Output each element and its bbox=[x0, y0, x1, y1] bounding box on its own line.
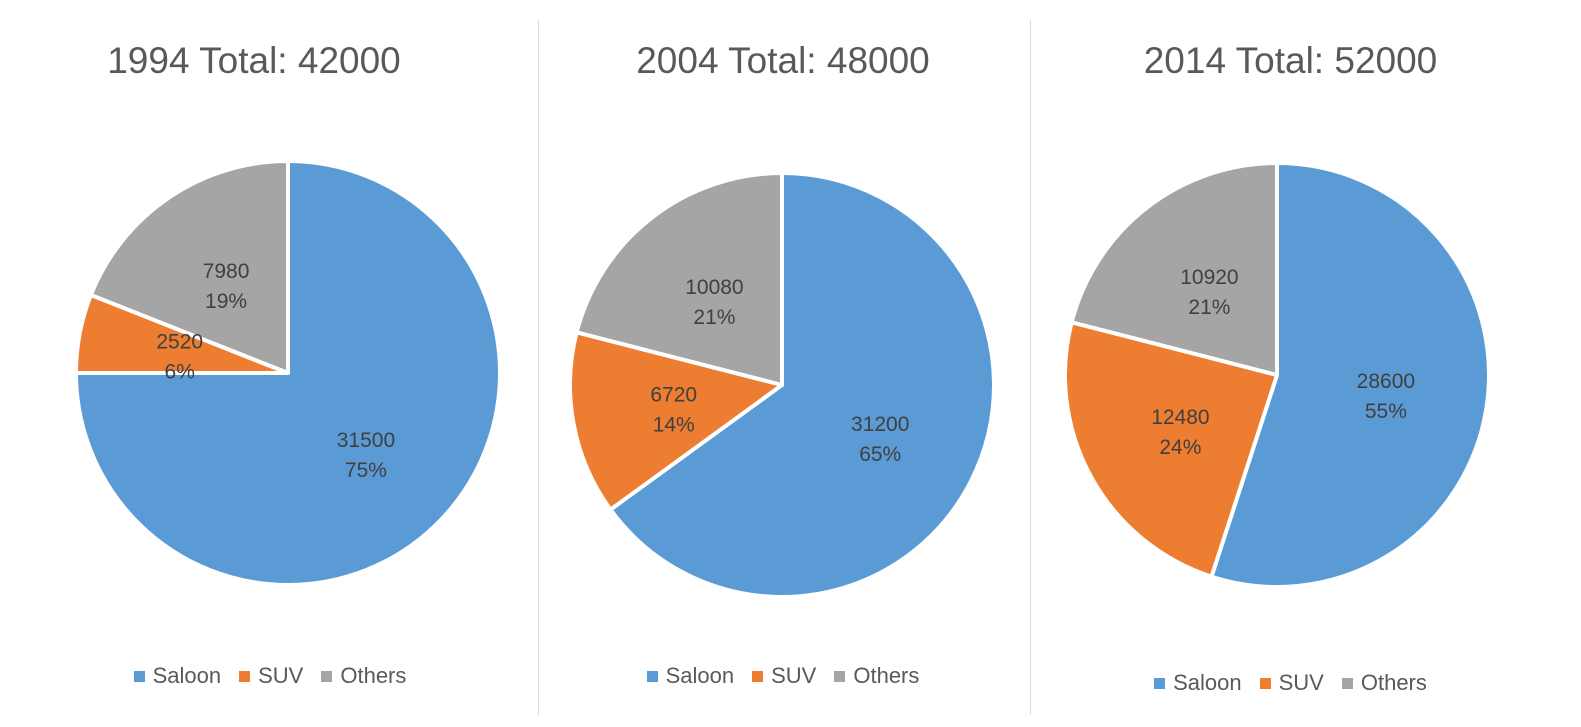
panel-divider bbox=[538, 20, 539, 715]
chart-legend: Saloon SUV Others bbox=[536, 663, 1030, 689]
pie-chart-1994: 31500 75% 2520 6% 7980 19% bbox=[74, 159, 502, 587]
data-label-percent: 55% bbox=[1365, 400, 1407, 423]
data-label-value: 28600 bbox=[1357, 370, 1415, 393]
legend-item-suv: SUV bbox=[752, 663, 816, 689]
legend-swatch-saloon bbox=[1154, 677, 1166, 689]
legend-item-saloon: Saloon bbox=[133, 663, 222, 689]
legend-swatch-saloon bbox=[646, 670, 658, 682]
pie-slice-others bbox=[574, 171, 784, 387]
data-label-value: 6720 bbox=[650, 384, 697, 407]
pie-slice-others bbox=[88, 159, 290, 375]
chart-legend: Saloon SUV Others bbox=[2, 663, 538, 689]
data-label-value: 12480 bbox=[1151, 406, 1209, 429]
legend-swatch-saloon bbox=[133, 670, 145, 682]
data-label-percent: 21% bbox=[693, 306, 735, 329]
data-label-value: 10920 bbox=[1180, 266, 1238, 289]
panel-divider bbox=[1030, 20, 1031, 715]
legend-swatch-suv bbox=[752, 670, 764, 682]
chart-panel-2014: 2014 Total: 52000 28600 55% 12480 24% 10920 2… bbox=[1030, 0, 1581, 727]
legend-label: SUV bbox=[771, 663, 817, 688]
legend-item-saloon: Saloon bbox=[1154, 670, 1242, 696]
legend-label: Others bbox=[340, 663, 407, 688]
legend-item-suv: SUV bbox=[239, 663, 303, 689]
data-label-percent: 21% bbox=[1188, 296, 1230, 319]
pie-slice-saloon bbox=[1209, 161, 1491, 589]
chart-title: 2004 Total: 48000 bbox=[636, 40, 930, 81]
chart-legend: Saloon SUV Others bbox=[1000, 670, 1581, 696]
legend-item-suv: SUV bbox=[1259, 670, 1324, 696]
legend-label: Others bbox=[853, 663, 920, 688]
data-label-percent: 19% bbox=[205, 290, 247, 313]
pie-chart-2004: 31200 65% 6720 14% 10080 21% bbox=[568, 171, 996, 599]
legend-item-others: Others bbox=[1341, 670, 1427, 696]
legend-label: Others bbox=[1360, 670, 1427, 695]
data-label-value: 10080 bbox=[685, 276, 743, 299]
chart-title: 2014 Total: 52000 bbox=[1143, 40, 1438, 81]
legend-swatch-others bbox=[834, 670, 846, 682]
legend-item-others: Others bbox=[834, 663, 919, 689]
data-label-percent: 65% bbox=[859, 443, 901, 466]
legend-swatch-others bbox=[1341, 677, 1353, 689]
legend-label: Saloon bbox=[665, 663, 735, 688]
chart-panel-2004: 2004 Total: 48000 31200 65% 6720 14% 10080 21… bbox=[538, 0, 1030, 727]
legend-label: Saloon bbox=[152, 663, 222, 688]
data-label-value: 31500 bbox=[337, 429, 395, 452]
chart-title: 1994 Total: 42000 bbox=[107, 40, 401, 81]
legend-swatch-suv bbox=[239, 670, 251, 682]
pie-slice-others bbox=[1069, 161, 1279, 377]
pie-slice-saloon bbox=[608, 171, 996, 599]
chart-panel-1994: 1994 Total: 42000 31500 75% 2520 6% 7980 19% … bbox=[0, 0, 538, 727]
data-label-percent: 75% bbox=[345, 459, 387, 482]
pie-slice-suv bbox=[1063, 320, 1279, 579]
legend-label: SUV bbox=[258, 663, 304, 688]
pie-slice-saloon bbox=[74, 159, 502, 587]
data-label-percent: 14% bbox=[653, 414, 695, 437]
legend-item-saloon: Saloon bbox=[646, 663, 735, 689]
data-label-value: 31200 bbox=[851, 413, 909, 436]
legend-swatch-others bbox=[321, 670, 333, 682]
data-label-value: 7980 bbox=[203, 260, 250, 283]
pie-chart-2014: 28600 55% 12480 24% 10920 21% bbox=[1063, 161, 1491, 589]
pie-slice-suv bbox=[568, 330, 784, 512]
legend-item-others: Others bbox=[321, 663, 406, 689]
data-label-percent: 24% bbox=[1159, 436, 1201, 459]
legend-label: SUV bbox=[1278, 670, 1324, 695]
legend-swatch-suv bbox=[1259, 677, 1271, 689]
data-label-value: 2520 bbox=[156, 330, 203, 353]
data-label-percent: 6% bbox=[165, 360, 195, 383]
legend-label: Saloon bbox=[1173, 670, 1242, 695]
